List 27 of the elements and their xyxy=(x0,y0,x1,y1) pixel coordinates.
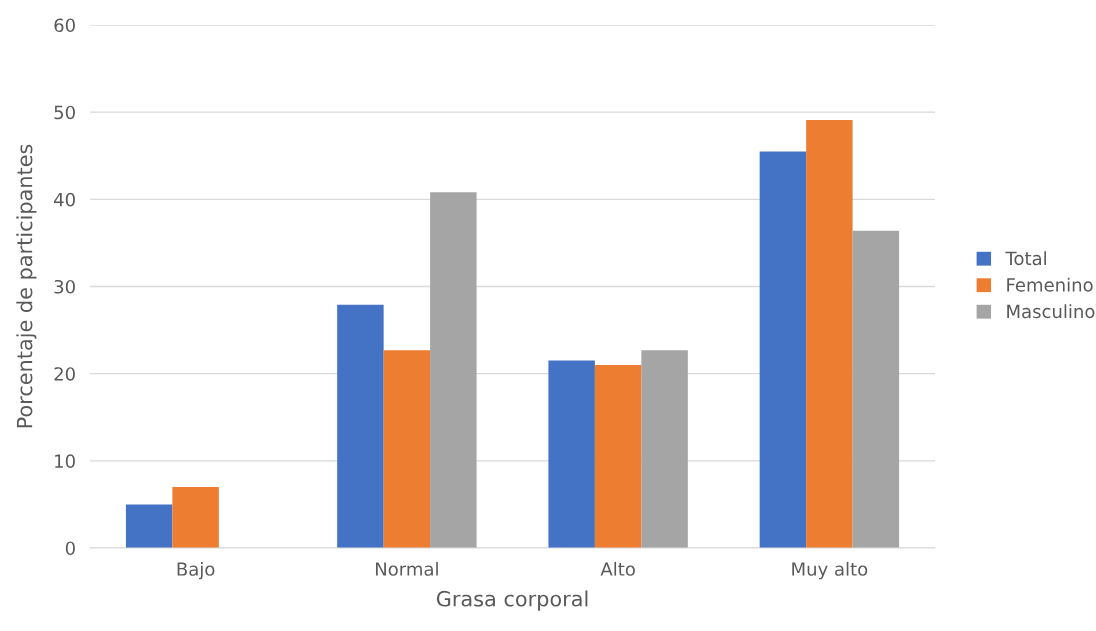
bar xyxy=(337,304,384,548)
x-tick-label: Normal xyxy=(375,561,438,576)
bar xyxy=(125,504,173,548)
y-tick-label: 20 xyxy=(54,367,75,381)
x-tick-label: Bajo xyxy=(177,561,215,580)
bar xyxy=(806,120,853,548)
y-tick-label: 40 xyxy=(54,192,75,207)
legend-label: Total xyxy=(1005,251,1046,266)
bar xyxy=(594,364,642,548)
x-tick-label: Muy alto xyxy=(792,561,868,580)
bar xyxy=(548,360,595,548)
bar xyxy=(759,151,807,548)
y-axis-title: Porcentaje de participantes xyxy=(16,144,37,428)
x-axis-title: Grasa corporal xyxy=(436,590,588,611)
bar xyxy=(172,486,219,548)
bar xyxy=(641,350,688,548)
x-tick-label: Alto xyxy=(600,561,635,576)
legend-label: Femenino xyxy=(1007,277,1093,292)
legend-label: Masculino xyxy=(1007,304,1095,319)
y-tick-label: 10 xyxy=(55,454,75,468)
y-tick-label: 50 xyxy=(54,105,75,120)
bar xyxy=(852,230,900,548)
y-tick-label: 0 xyxy=(65,541,75,556)
bar xyxy=(430,192,477,548)
y-tick-label: 60 xyxy=(54,18,75,33)
bar xyxy=(383,350,431,548)
y-tick-label: 30 xyxy=(54,279,75,294)
